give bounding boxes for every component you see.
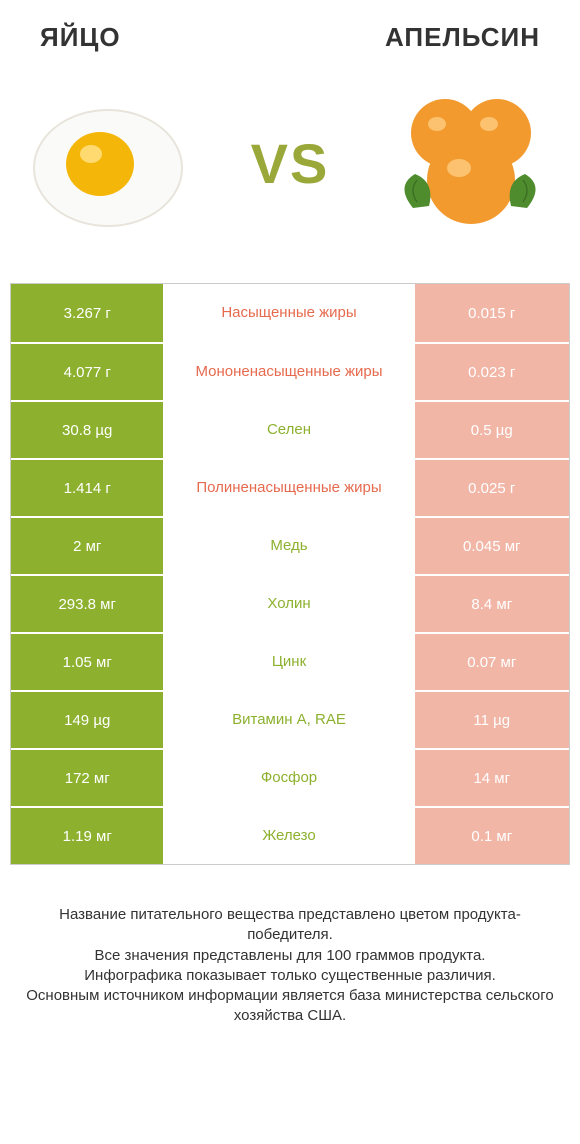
- table-row: 30.8 µgСелен0.5 µg: [11, 400, 569, 458]
- nutrient-label: Полиненасыщенные жиры: [165, 458, 414, 516]
- nutrient-label: Холин: [165, 574, 414, 632]
- left-value: 3.267 г: [11, 284, 165, 342]
- egg-image: [20, 73, 200, 253]
- nutrient-label: Витамин A, RAE: [165, 690, 414, 748]
- oranges-icon: [385, 78, 555, 248]
- hero: VS: [0, 63, 580, 283]
- nutrient-label: Цинк: [165, 632, 414, 690]
- left-value: 30.8 µg: [11, 400, 165, 458]
- right-value: 0.5 µg: [415, 400, 569, 458]
- right-value: 0.07 мг: [415, 632, 569, 690]
- right-value: 11 µg: [415, 690, 569, 748]
- table-row: 3.267 гНасыщенные жиры0.015 г: [11, 284, 569, 342]
- orange-image: [380, 73, 560, 253]
- comparison-table: 3.267 гНасыщенные жиры0.015 г4.077 гМоно…: [10, 283, 570, 865]
- nutrient-label: Мононенасыщенные жиры: [165, 342, 414, 400]
- table-row: 172 мгФосфор14 мг: [11, 748, 569, 806]
- left-value: 172 мг: [11, 748, 165, 806]
- footer-line: Название питательного вещества представл…: [20, 905, 560, 946]
- footer-line: Основным источником информации является …: [20, 986, 560, 1027]
- left-value: 1.19 мг: [11, 806, 165, 864]
- nutrient-label: Селен: [165, 400, 414, 458]
- right-value: 0.045 мг: [415, 516, 569, 574]
- table-row: 1.19 мгЖелезо0.1 мг: [11, 806, 569, 864]
- nutrient-label: Насыщенные жиры: [165, 284, 414, 342]
- left-value: 1.05 мг: [11, 632, 165, 690]
- table-row: 149 µgВитамин A, RAE11 µg: [11, 690, 569, 748]
- table-row: 1.414 гПолиненасыщенные жиры0.025 г: [11, 458, 569, 516]
- nutrient-label: Медь: [165, 516, 414, 574]
- nutrient-label: Железо: [165, 806, 414, 864]
- right-value: 0.023 г: [415, 342, 569, 400]
- left-value: 4.077 г: [11, 342, 165, 400]
- footer-note: Название питательного вещества представл…: [20, 905, 560, 1027]
- fried-egg-icon: [25, 78, 195, 248]
- left-title: ЯЙЦО: [40, 22, 121, 53]
- left-value: 149 µg: [11, 690, 165, 748]
- footer-line: Инфографика показывает только существенн…: [20, 966, 560, 986]
- left-value: 1.414 г: [11, 458, 165, 516]
- right-title: АПЕЛЬСИН: [385, 22, 540, 53]
- vs-label: VS: [251, 131, 330, 196]
- right-value: 0.025 г: [415, 458, 569, 516]
- right-value: 14 мг: [415, 748, 569, 806]
- nutrient-label: Фосфор: [165, 748, 414, 806]
- table-row: 293.8 мгХолин8.4 мг: [11, 574, 569, 632]
- right-value: 0.1 мг: [415, 806, 569, 864]
- left-value: 293.8 мг: [11, 574, 165, 632]
- table-row: 2 мгМедь0.045 мг: [11, 516, 569, 574]
- right-value: 8.4 мг: [415, 574, 569, 632]
- header: ЯЙЦО АПЕЛЬСИН: [0, 0, 580, 63]
- footer-line: Все значения представлены для 100 граммо…: [20, 946, 560, 966]
- table-row: 4.077 гМононенасыщенные жиры0.023 г: [11, 342, 569, 400]
- table-row: 1.05 мгЦинк0.07 мг: [11, 632, 569, 690]
- right-value: 0.015 г: [415, 284, 569, 342]
- left-value: 2 мг: [11, 516, 165, 574]
